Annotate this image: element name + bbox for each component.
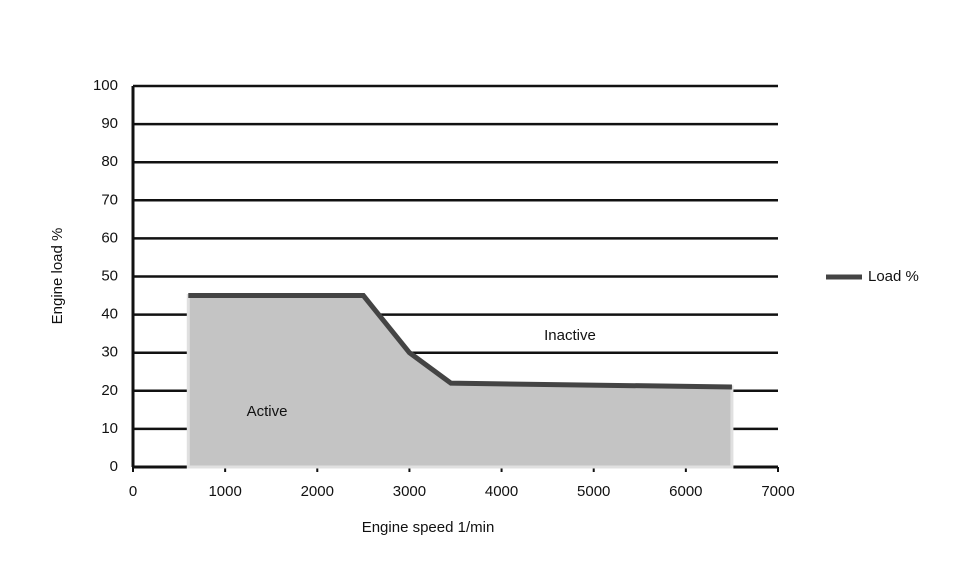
x-tick-label: 7000 xyxy=(761,483,794,500)
x-tick-label: 2000 xyxy=(301,483,334,500)
x-tick-label: 6000 xyxy=(669,483,702,500)
y-tick-label: 60 xyxy=(101,229,118,246)
y-tick-label: 40 xyxy=(101,306,118,323)
y-tick-label: 10 xyxy=(101,420,118,437)
x-tick-label: 0 xyxy=(129,483,137,500)
line xyxy=(188,293,732,390)
y-tick-label: 80 xyxy=(101,153,118,170)
x-tick-label: 4000 xyxy=(485,483,518,500)
y-tick-label: 30 xyxy=(101,344,118,361)
y-tick-label: 100 xyxy=(93,77,118,94)
y-tick-label: 70 xyxy=(101,191,118,208)
x-tick-label: 1000 xyxy=(208,483,241,500)
x-tick-label: 3000 xyxy=(393,483,426,500)
y-tick-label: 20 xyxy=(101,382,118,399)
annotation: Inactive xyxy=(544,327,596,344)
annotation: Active xyxy=(247,403,288,420)
x-axis-title: Engine speed 1/min xyxy=(362,519,495,536)
y-tick-label: 0 xyxy=(110,458,118,475)
y-tick-label: 50 xyxy=(101,267,118,284)
y-tick-label: 90 xyxy=(101,115,118,132)
legend-label: Load % xyxy=(868,268,919,285)
y-axis-title: Engine load % xyxy=(49,228,66,325)
x-tick-label: 5000 xyxy=(577,483,610,500)
